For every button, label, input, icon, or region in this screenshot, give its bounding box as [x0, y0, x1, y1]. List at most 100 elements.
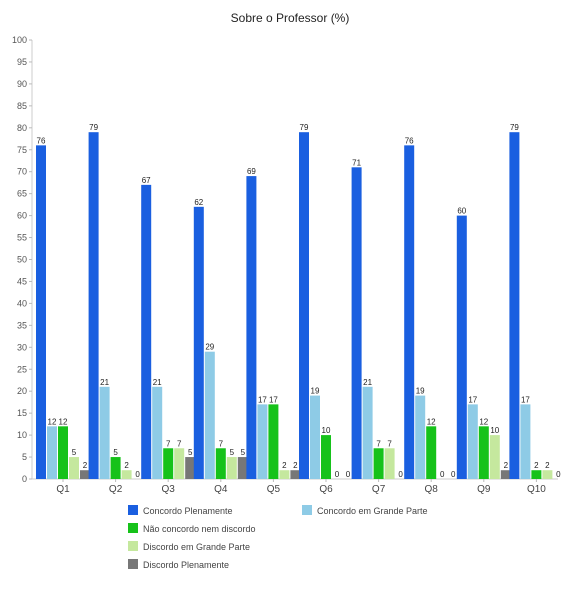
x-tick-label: Q1	[56, 484, 70, 495]
data-label: 17	[258, 395, 267, 404]
bar	[520, 404, 531, 479]
data-label: 12	[48, 417, 57, 426]
y-tick-label: 55	[17, 233, 27, 243]
data-label: 19	[416, 387, 425, 396]
legend-label: Concordo em Grande Parte	[317, 506, 428, 516]
bar	[384, 448, 395, 479]
legend-label: Discordo Plenamente	[143, 560, 229, 570]
data-label: 2	[124, 461, 129, 470]
data-label: 17	[468, 395, 477, 404]
bar	[204, 351, 215, 479]
data-label: 12	[59, 417, 68, 426]
bars	[36, 132, 553, 480]
legend-label: Não concordo nem discordo	[143, 524, 256, 534]
legend-swatch	[302, 505, 312, 515]
data-label: 76	[405, 136, 414, 145]
bar	[362, 386, 373, 479]
legend: Concordo Plenamente Concordo em Grande Pa…	[128, 505, 428, 570]
bar	[69, 457, 79, 479]
data-label: 7	[387, 439, 392, 448]
y-tick-label: 70	[17, 167, 27, 177]
x-tick-label: Q2	[109, 484, 123, 495]
data-label: 2	[83, 461, 88, 470]
legend-item: Concordo Plenamente	[128, 505, 233, 516]
y-tick-label: 50	[17, 255, 27, 265]
legend-item: Discordo Plenamente	[128, 559, 229, 570]
y-tick-label: 20	[17, 386, 27, 396]
x-tick-label: Q8	[425, 484, 439, 495]
bar	[321, 435, 331, 479]
data-label: 19	[311, 387, 320, 396]
data-label: 76	[37, 136, 46, 145]
data-label: 2	[282, 461, 287, 470]
y-tick-label: 85	[17, 101, 27, 111]
legend-swatch	[128, 559, 138, 569]
data-label: 67	[142, 176, 151, 185]
data-label: 2	[293, 461, 298, 470]
x-tick-label: Q7	[372, 484, 386, 495]
y-tick-label: 35	[17, 320, 27, 330]
bar	[489, 435, 500, 479]
bar	[215, 448, 226, 479]
bar	[509, 132, 520, 479]
y-tick-label: 95	[17, 57, 27, 67]
y-tick-label: 90	[17, 79, 27, 89]
data-label: 0	[556, 470, 561, 479]
data-label: 7	[177, 439, 182, 448]
bar	[415, 395, 426, 479]
legend-label: Concordo Plenamente	[143, 506, 233, 516]
data-label: 21	[100, 378, 109, 387]
data-label: 79	[89, 123, 98, 132]
bar	[478, 426, 489, 479]
legend-item: Concordo em Grande Parte	[302, 505, 428, 516]
bar	[257, 404, 268, 479]
data-label: 0	[335, 470, 340, 479]
data-label: 12	[479, 417, 488, 426]
x-tick-label: Q4	[214, 484, 228, 495]
bar	[80, 470, 90, 479]
y-tick-label: 30	[17, 342, 27, 352]
y-tick-label: 80	[17, 123, 27, 133]
data-label: 17	[521, 395, 530, 404]
bar	[404, 145, 415, 480]
y-tick-label: 60	[17, 211, 27, 221]
bar	[152, 386, 163, 479]
chart-title: Sobre o Professor (%)	[231, 11, 350, 25]
data-label: 5	[188, 448, 193, 457]
x-tick-label: Q6	[319, 484, 333, 495]
data-label: 29	[205, 343, 214, 352]
y-tick-label: 0	[22, 474, 27, 484]
bar	[310, 395, 320, 479]
y-tick-label: 25	[17, 364, 27, 374]
bar	[279, 470, 290, 479]
data-label: 62	[194, 198, 203, 207]
data-label: 10	[490, 426, 499, 435]
x-tick-label: Q5	[267, 484, 281, 495]
bar	[237, 457, 248, 479]
bar	[36, 145, 46, 480]
data-label: 5	[72, 448, 77, 457]
legend-item: Discordo em Grande Parte	[128, 541, 250, 552]
data-label: 60	[457, 207, 466, 216]
bar	[456, 215, 467, 479]
bar	[351, 167, 362, 479]
y-axis: 0 5 10 15 20 25 30 35 40 45 50 55 60 65 70 75 80 85 90 95 10…	[12, 35, 33, 484]
data-label: 17	[269, 395, 278, 404]
y-tick-label: 75	[17, 145, 27, 155]
data-label: 0	[135, 470, 140, 479]
bar	[299, 132, 309, 479]
data-label: 0	[346, 470, 351, 479]
bar	[542, 470, 553, 479]
bar	[99, 386, 110, 479]
y-tick-label: 65	[17, 189, 27, 199]
bar	[121, 470, 132, 479]
data-label: 2	[504, 461, 509, 470]
bar	[47, 426, 57, 479]
bar	[290, 470, 301, 479]
data-label: 0	[440, 470, 445, 479]
y-tick-label: 15	[17, 408, 27, 418]
x-tick-label: Q3	[162, 484, 176, 495]
data-label: 5	[230, 448, 235, 457]
bar	[226, 457, 237, 479]
